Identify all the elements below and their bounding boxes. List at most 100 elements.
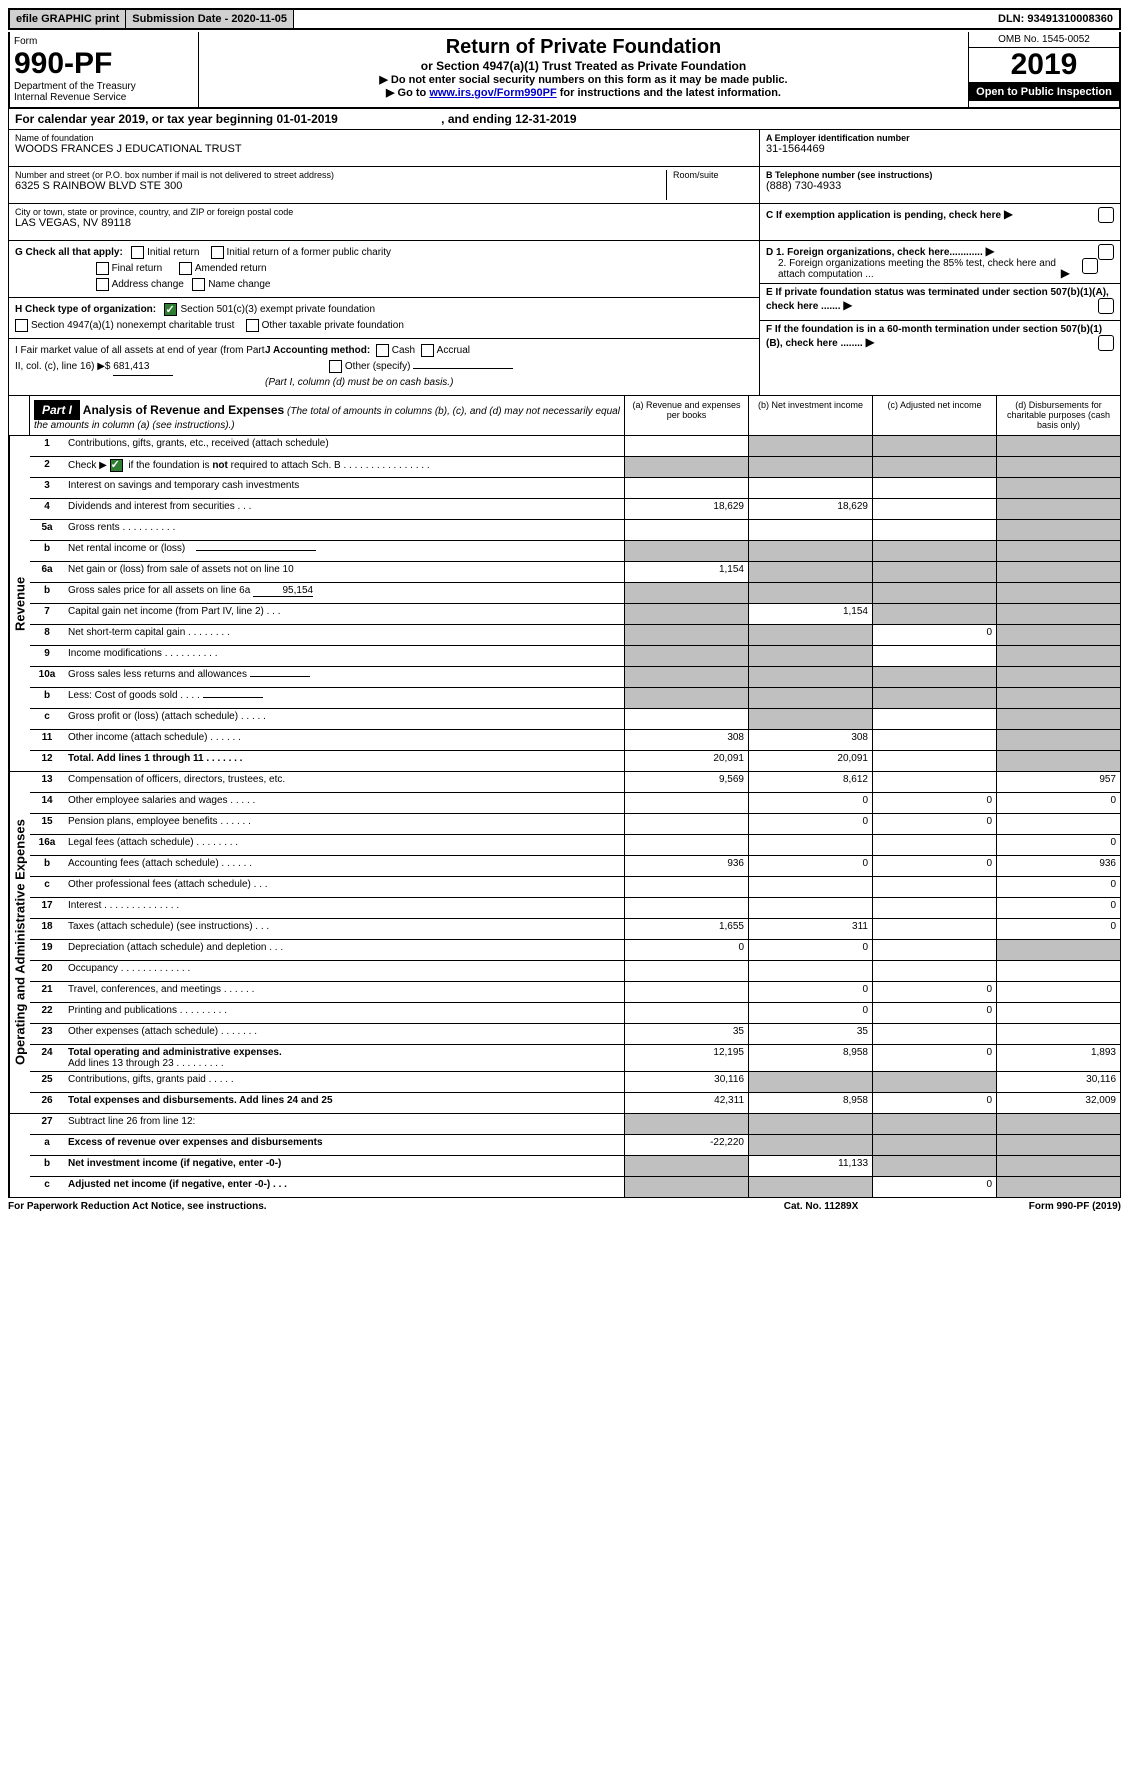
expenses-section: Operating and Administrative Expenses 13… xyxy=(8,772,1121,1114)
irs-link[interactable]: www.irs.gov/Form990PF xyxy=(429,87,556,99)
page-footer: For Paperwork Reduction Act Notice, see … xyxy=(8,1198,1121,1212)
cash-label: Cash xyxy=(392,345,415,356)
revenue-section: Revenue 1Contributions, gifts, grants, e… xyxy=(8,436,1121,772)
row-22: Printing and publications . . . . . . . … xyxy=(64,1003,624,1023)
row-10b: Less: Cost of goods sold . . . . xyxy=(64,688,624,708)
final-return-checkbox[interactable] xyxy=(96,262,109,275)
dln-value: DLN: 93491310008360 xyxy=(992,10,1119,28)
check-g: G Check all that apply: Initial return I… xyxy=(9,241,759,298)
revenue-side-label: Revenue xyxy=(9,436,30,771)
cash-checkbox[interactable] xyxy=(376,344,389,357)
c-checkbox[interactable] xyxy=(1098,207,1114,223)
efile-print-button[interactable]: efile GRAPHIC print xyxy=(10,10,126,28)
addr-change-checkbox[interactable] xyxy=(96,278,109,291)
addr-label: Number and street (or P.O. box number if… xyxy=(15,170,660,180)
h-label: H Check type of organization: xyxy=(15,304,156,315)
name-change-label: Name change xyxy=(208,279,270,290)
row-16b: Accounting fees (attach schedule) . . . … xyxy=(64,856,624,876)
name-change-checkbox[interactable] xyxy=(192,278,205,291)
row-16a: Legal fees (attach schedule) . . . . . .… xyxy=(64,835,624,855)
top-bar: efile GRAPHIC print Submission Date - 20… xyxy=(8,8,1121,30)
r26-c: 0 xyxy=(872,1093,996,1113)
check-h: H Check type of organization: Section 50… xyxy=(9,298,759,339)
part1-title: Analysis of Revenue and Expenses xyxy=(83,403,284,417)
phone-label: B Telephone number (see instructions) xyxy=(766,170,932,180)
row-8: Net short-term capital gain . . . . . . … xyxy=(64,625,624,645)
tax-year: 2019 xyxy=(969,48,1119,83)
r27b-b: 11,133 xyxy=(748,1156,872,1176)
final-label: Final return xyxy=(112,263,163,274)
part1-header: Part I Analysis of Revenue and Expenses … xyxy=(8,396,1121,436)
expenses-side-label: Operating and Administrative Expenses xyxy=(9,772,30,1113)
accrual-checkbox[interactable] xyxy=(421,344,434,357)
footer-form: Form 990-PF (2019) xyxy=(921,1201,1121,1212)
r14-d: 0 xyxy=(996,793,1120,813)
row-7: Capital gain net income (from Part IV, l… xyxy=(64,604,624,624)
name-label: Name of foundation xyxy=(15,133,753,143)
omb-number: OMB No. 1545-0052 xyxy=(969,32,1119,48)
entity-info: Name of foundation WOODS FRANCES J EDUCA… xyxy=(8,130,1121,396)
cal-year-end: , and ending 12-31-2019 xyxy=(441,112,576,126)
501c3-checkbox[interactable] xyxy=(164,303,177,316)
r22-c: 0 xyxy=(872,1003,996,1023)
row-5b: Net rental income or (loss) xyxy=(64,541,624,561)
other-acct-checkbox[interactable] xyxy=(329,360,342,373)
4947-checkbox[interactable] xyxy=(15,319,28,332)
col-b-header: (b) Net investment income xyxy=(748,396,872,435)
r16c-d: 0 xyxy=(996,877,1120,897)
row-18: Taxes (attach schedule) (see instruction… xyxy=(64,919,624,939)
r26-d: 32,009 xyxy=(996,1093,1120,1113)
row-12: Total. Add lines 1 through 11 . . . . . … xyxy=(64,751,624,771)
initial-former-checkbox[interactable] xyxy=(211,246,224,259)
r12-a: 20,091 xyxy=(624,751,748,771)
f-checkbox[interactable] xyxy=(1098,335,1114,351)
r12-b: 20,091 xyxy=(748,751,872,771)
r6a-a: 1,154 xyxy=(624,562,748,582)
e-checkbox[interactable] xyxy=(1098,298,1114,314)
row-26: Total expenses and disbursements. Add li… xyxy=(64,1093,624,1113)
r18-b: 311 xyxy=(748,919,872,939)
r4-a: 18,629 xyxy=(624,499,748,519)
row-27a: Excess of revenue over expenses and disb… xyxy=(64,1135,624,1155)
form-label: Form xyxy=(14,36,194,47)
schb-checkbox[interactable] xyxy=(110,459,123,472)
row-20: Occupancy . . . . . . . . . . . . . xyxy=(64,961,624,981)
address: 6325 S RAINBOW BLVD STE 300 xyxy=(15,180,660,192)
initial-return-checkbox[interactable] xyxy=(131,246,144,259)
ein-label: A Employer identification number xyxy=(766,133,910,143)
amended-label: Amended return xyxy=(195,263,267,274)
row-6a: Net gain or (loss) from sale of assets n… xyxy=(64,562,624,582)
r24-a: 12,195 xyxy=(624,1045,748,1071)
j-note: (Part I, column (d) must be on cash basi… xyxy=(265,377,453,388)
amended-checkbox[interactable] xyxy=(179,262,192,275)
net-section: 27Subtract line 26 from line 12: aExcess… xyxy=(8,1114,1121,1198)
c-label: C If exemption application is pending, c… xyxy=(766,210,1001,221)
r11-a: 308 xyxy=(624,730,748,750)
501c3-label: Section 501(c)(3) exempt private foundat… xyxy=(180,304,375,315)
r24-b: 8,958 xyxy=(748,1045,872,1071)
d1-label: D 1. Foreign organizations, check here..… xyxy=(766,247,983,258)
r21-c: 0 xyxy=(872,982,996,1002)
row-13: Compensation of officers, directors, tru… xyxy=(64,772,624,792)
r25-d: 30,116 xyxy=(996,1072,1120,1092)
r24-c: 0 xyxy=(872,1045,996,1071)
d1-checkbox[interactable] xyxy=(1098,244,1114,260)
r13-d: 957 xyxy=(996,772,1120,792)
r19-b: 0 xyxy=(748,940,872,960)
e-label: E If private foundation status was termi… xyxy=(766,287,1109,312)
dept-treasury: Department of the Treasury Internal Reve… xyxy=(14,81,194,103)
open-inspection: Open to Public Inspection xyxy=(969,83,1119,101)
row-16c: Other professional fees (attach schedule… xyxy=(64,877,624,897)
r25-a: 30,116 xyxy=(624,1072,748,1092)
form-number: 990-PF xyxy=(14,47,194,81)
g-label: G Check all that apply: xyxy=(15,247,123,258)
r19-a: 0 xyxy=(624,940,748,960)
r23-a: 35 xyxy=(624,1024,748,1044)
r26-a: 42,311 xyxy=(624,1093,748,1113)
form-header: Form 990-PF Department of the Treasury I… xyxy=(8,32,1121,109)
phone-value: (888) 730-4933 xyxy=(766,180,1114,192)
d2-checkbox[interactable] xyxy=(1082,258,1098,274)
f-label: F If the foundation is in a 60-month ter… xyxy=(766,324,1102,349)
part1-label: Part I xyxy=(34,400,80,420)
other-tax-checkbox[interactable] xyxy=(246,319,259,332)
